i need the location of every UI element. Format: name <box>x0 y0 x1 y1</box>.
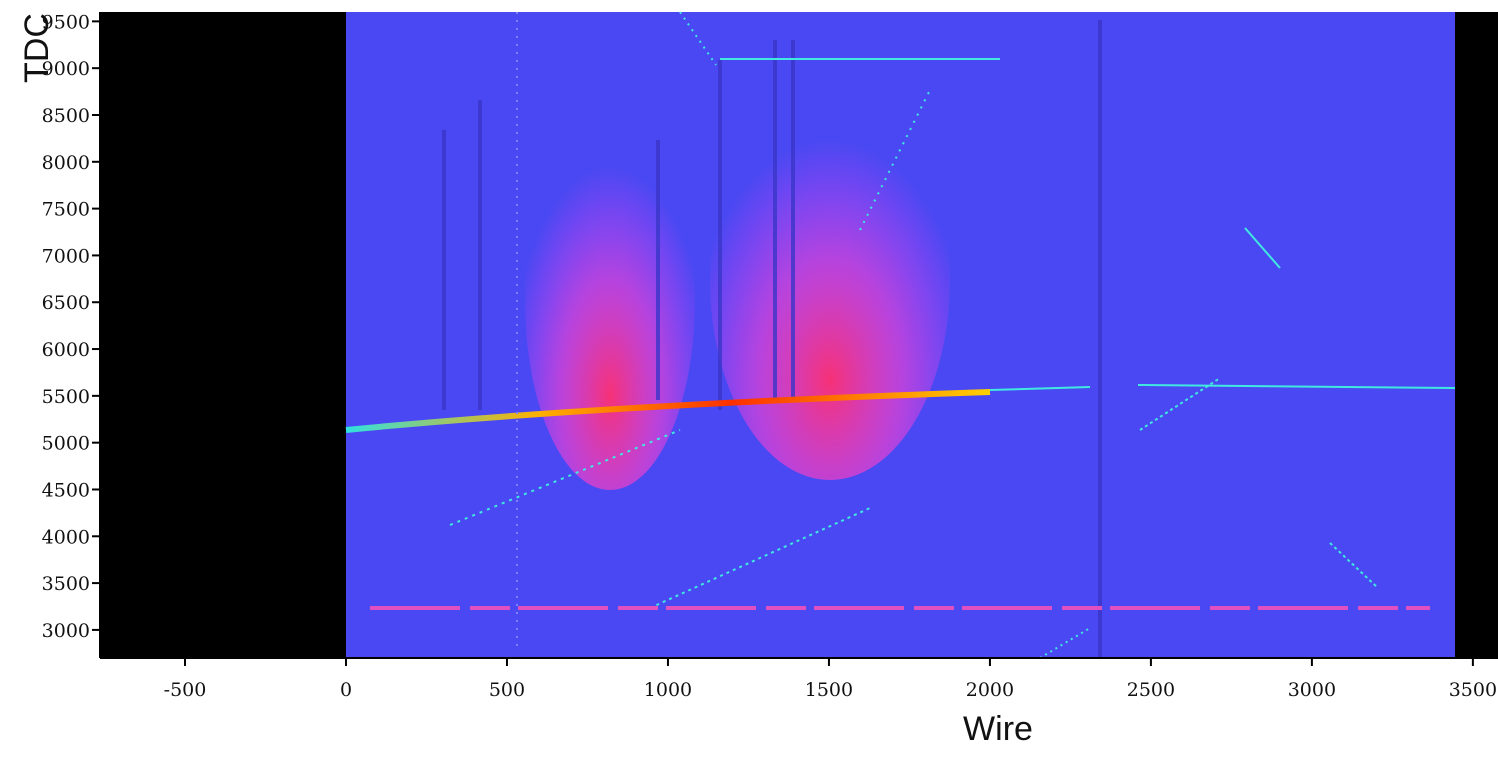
x-tick-label: 2000 <box>966 679 1014 701</box>
y-tick-label: 9000 <box>42 58 90 80</box>
y-tick-label: 8500 <box>42 105 90 127</box>
y-tick-label: 3500 <box>42 573 90 595</box>
y-tick-label: 6500 <box>42 292 90 314</box>
x-tick-label: 500 <box>489 679 525 701</box>
y-tick-label: 7500 <box>42 199 90 221</box>
y-tick-label: 7000 <box>42 245 90 267</box>
y-tick-label: 4000 <box>42 526 90 548</box>
x-tick-label: 2500 <box>1127 679 1175 701</box>
y-tick-label: 9500 <box>42 11 90 33</box>
x-tick-label: -500 <box>164 679 207 701</box>
x-axis-label: Wire <box>963 710 1033 748</box>
x-tick-label: 0 <box>340 679 352 701</box>
image <box>100 11 1498 659</box>
y-tick-label: 3000 <box>42 620 90 642</box>
x-tick-label: 1500 <box>805 679 853 701</box>
y-axis-label: TDC <box>18 13 56 83</box>
y-tick-label: 5500 <box>42 386 90 408</box>
x-tick-label: 3000 <box>1288 679 1336 701</box>
x-tick-label: 3500 <box>1449 679 1497 701</box>
x-tick-label: 1000 <box>644 679 692 701</box>
y-tick-label: 6000 <box>42 339 90 361</box>
y-tick-label: 5000 <box>42 433 90 455</box>
y-tick-label: 8000 <box>42 152 90 174</box>
y-tick-label: 4500 <box>42 479 90 501</box>
